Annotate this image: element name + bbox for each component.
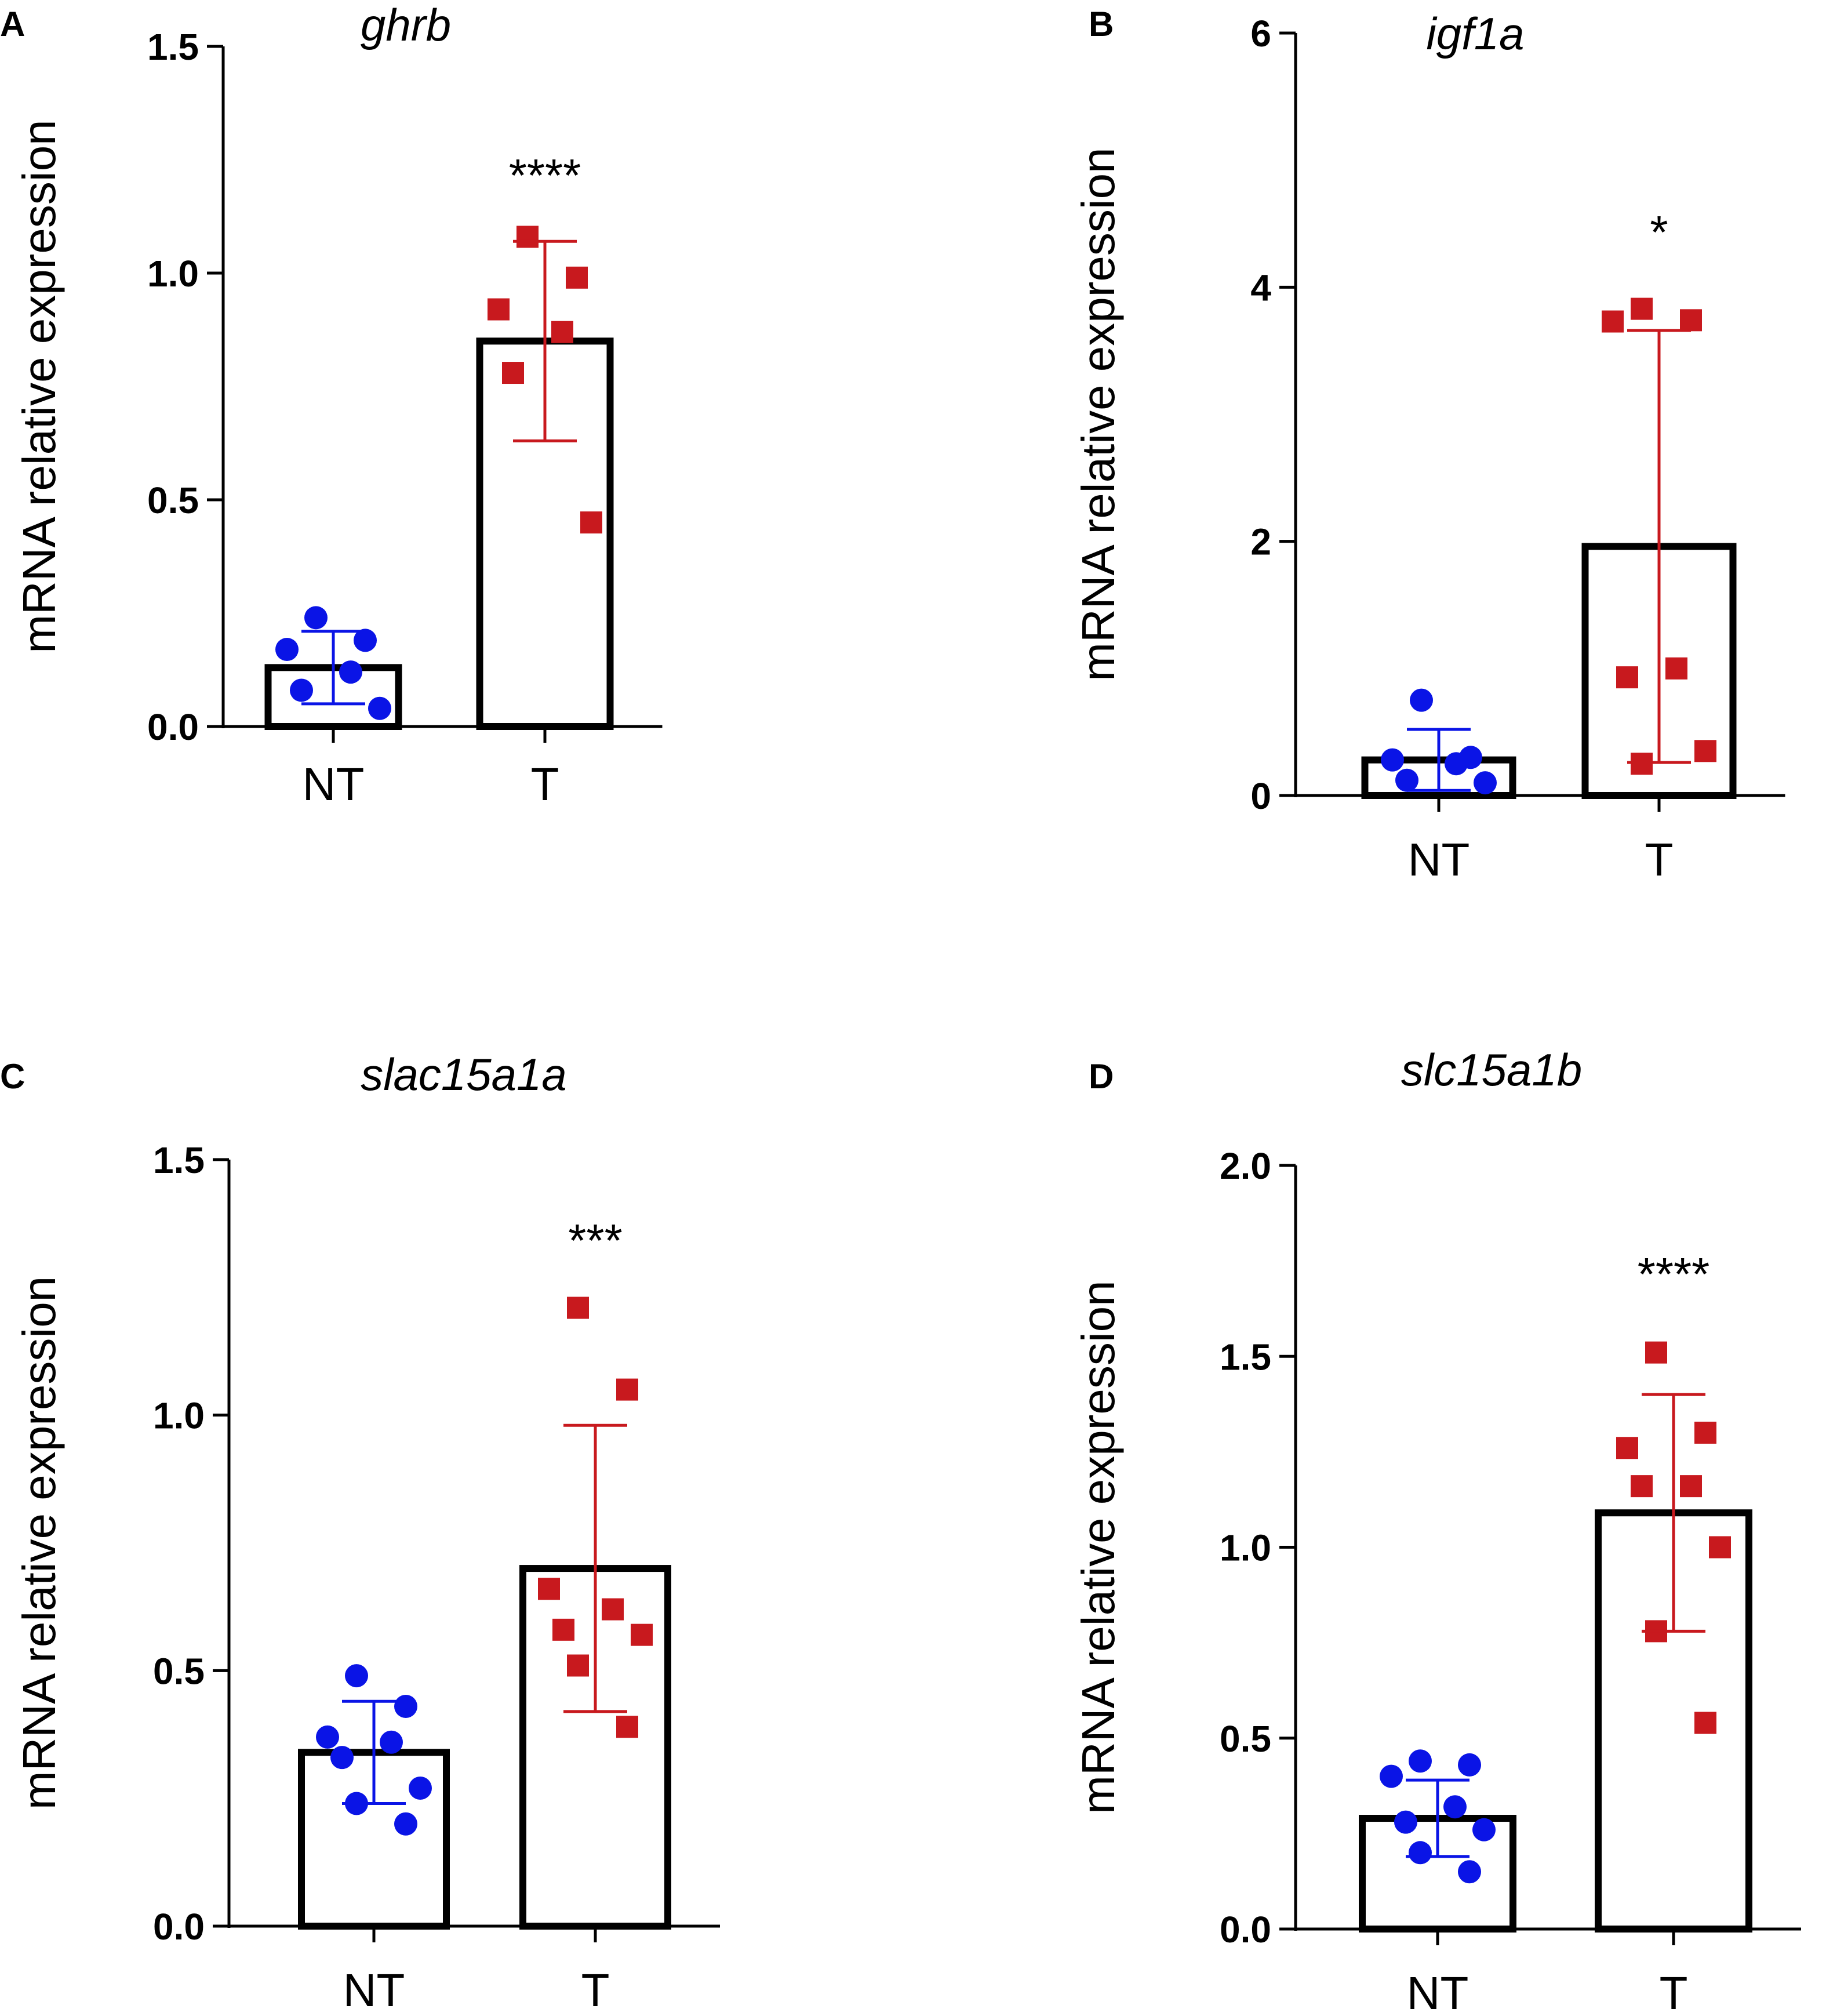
data-point-nt bbox=[409, 1777, 432, 1800]
x-category-label: T bbox=[1645, 834, 1674, 885]
y-tick-label: 1.0 bbox=[153, 1395, 205, 1437]
x-category-label: T bbox=[1660, 1967, 1688, 2016]
panel-letter: A bbox=[0, 5, 25, 43]
data-point-t bbox=[616, 1378, 638, 1401]
gene-title: slc15a1b bbox=[1401, 1044, 1582, 1095]
y-axis-title: mRNA relative expression bbox=[13, 1276, 65, 1810]
y-tick-label: 0.5 bbox=[147, 480, 199, 521]
data-point-t bbox=[1680, 1475, 1702, 1498]
data-point-t bbox=[516, 226, 539, 248]
data-point-t bbox=[488, 298, 510, 321]
data-point-t bbox=[1680, 309, 1702, 332]
data-point-t bbox=[631, 1623, 653, 1646]
significance-label: *** bbox=[568, 1215, 622, 1266]
data-point-t bbox=[567, 1296, 589, 1319]
data-point-t bbox=[1631, 1475, 1653, 1498]
data-point-nt bbox=[1410, 688, 1433, 712]
significance-label: **** bbox=[1638, 1248, 1710, 1300]
data-point-nt bbox=[339, 660, 362, 684]
data-point-nt bbox=[368, 696, 391, 720]
data-point-t bbox=[1694, 740, 1716, 762]
x-category-label: NT bbox=[1408, 834, 1470, 885]
panel-letter: D bbox=[1089, 1057, 1114, 1096]
data-point-nt bbox=[1409, 1841, 1432, 1865]
data-point-t bbox=[551, 321, 573, 343]
data-point-nt bbox=[345, 1664, 368, 1688]
data-point-t bbox=[580, 511, 602, 534]
x-category-label: NT bbox=[343, 1964, 405, 2016]
data-point-nt bbox=[1458, 1860, 1481, 1884]
data-point-t bbox=[616, 1716, 638, 1738]
data-point-nt bbox=[1381, 748, 1404, 772]
y-tick-label: 1.5 bbox=[153, 1139, 205, 1181]
panel-letter: C bbox=[0, 1057, 25, 1096]
y-tick-label: 1.5 bbox=[1220, 1336, 1271, 1378]
panel-letter: B bbox=[1089, 5, 1114, 43]
data-point-nt bbox=[1474, 771, 1497, 795]
data-point-t bbox=[567, 1654, 589, 1677]
data-point-t bbox=[1665, 657, 1687, 680]
y-tick-label: 0.5 bbox=[1220, 1718, 1271, 1760]
y-axis-title: mRNA relative expression bbox=[13, 119, 65, 653]
data-point-nt bbox=[1458, 1753, 1481, 1777]
data-point-t bbox=[502, 362, 524, 384]
data-point-t bbox=[1645, 1341, 1667, 1364]
y-axis-title: mRNA relative expression bbox=[1072, 147, 1124, 681]
significance-label: * bbox=[1650, 206, 1668, 258]
data-point-nt bbox=[394, 1812, 417, 1836]
y-tick-label: 1.0 bbox=[147, 253, 199, 295]
y-axis-title: mRNA relative expression bbox=[1072, 1280, 1124, 1814]
data-point-nt bbox=[330, 1746, 354, 1770]
data-point-nt bbox=[275, 638, 299, 662]
data-point-nt bbox=[304, 606, 328, 630]
x-category-label: T bbox=[531, 758, 559, 810]
data-point-t bbox=[1616, 1437, 1638, 1459]
data-point-nt bbox=[1409, 1749, 1432, 1773]
y-tick-label: 0.0 bbox=[147, 706, 199, 748]
gene-title: slac15a1a bbox=[361, 1049, 567, 1100]
x-category-label: NT bbox=[1407, 1967, 1469, 2016]
data-point-nt bbox=[1380, 1764, 1403, 1788]
y-tick-label: 1.5 bbox=[147, 26, 199, 68]
y-tick-label: 2 bbox=[1250, 521, 1271, 563]
data-point-nt bbox=[316, 1725, 339, 1749]
y-tick-label: 0.5 bbox=[153, 1650, 205, 1692]
data-point-t bbox=[1631, 297, 1653, 320]
y-tick-label: 4 bbox=[1250, 267, 1271, 308]
data-point-nt bbox=[290, 678, 313, 702]
data-point-t bbox=[538, 1578, 560, 1600]
y-tick-label: 6 bbox=[1250, 13, 1271, 55]
data-point-t bbox=[566, 266, 588, 289]
data-point-nt bbox=[1443, 1795, 1467, 1819]
x-category-label: T bbox=[581, 1964, 610, 2016]
data-point-nt bbox=[1395, 768, 1418, 792]
y-tick-label: 0.0 bbox=[1220, 1909, 1271, 1950]
data-point-t bbox=[1694, 1421, 1716, 1444]
gene-title: igf1a bbox=[1426, 8, 1524, 59]
x-category-label: NT bbox=[303, 758, 365, 810]
data-point-t bbox=[552, 1618, 574, 1641]
y-tick-label: 1.0 bbox=[1220, 1527, 1271, 1569]
data-point-nt bbox=[354, 629, 377, 652]
significance-label: **** bbox=[509, 150, 581, 201]
data-point-t bbox=[1694, 1712, 1716, 1734]
gene-title: ghrb bbox=[361, 0, 451, 50]
y-tick-label: 0.0 bbox=[153, 1906, 205, 1948]
data-point-t bbox=[602, 1598, 624, 1621]
y-tick-label: 2.0 bbox=[1220, 1145, 1271, 1187]
data-point-nt bbox=[1394, 1810, 1417, 1834]
data-point-nt bbox=[1445, 752, 1468, 776]
data-point-nt bbox=[394, 1695, 417, 1719]
y-tick-label: 0 bbox=[1250, 775, 1271, 817]
data-point-nt bbox=[1472, 1818, 1496, 1841]
data-point-t bbox=[1616, 666, 1638, 689]
data-point-nt bbox=[380, 1730, 403, 1754]
data-point-t bbox=[1709, 1536, 1731, 1559]
data-point-t bbox=[1602, 310, 1624, 333]
